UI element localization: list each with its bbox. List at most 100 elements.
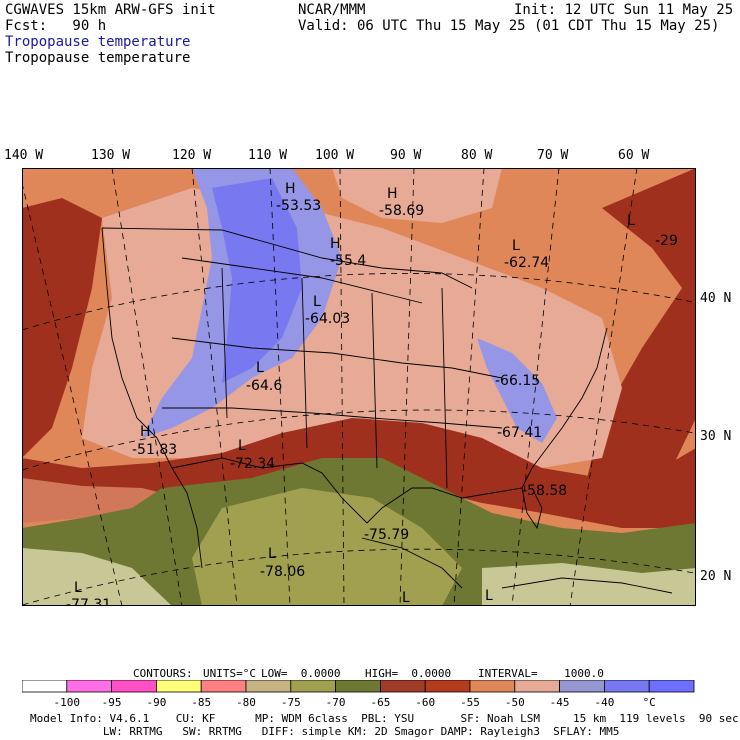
colorbar-swatch — [335, 680, 381, 693]
extremum-symbol: H — [140, 424, 151, 440]
lon-line — [511, 168, 560, 606]
lat-label: 30 N — [700, 429, 732, 444]
colorbar-tick-label: -90 — [146, 696, 166, 709]
colorbar-swatch — [424, 680, 471, 693]
west-coast — [101, 227, 203, 569]
extremum-value: -58.58 — [522, 483, 567, 499]
state-lines — [301, 277, 308, 449]
field-subtitle: Tropopause temperature — [5, 50, 191, 66]
state-lines — [162, 407, 503, 429]
colorbar-swatch — [469, 680, 516, 693]
colorbar-tick-label: -100 — [54, 696, 81, 709]
colorbar-swatch — [379, 680, 426, 693]
lon-line — [191, 168, 238, 606]
lon-label: 120 W — [172, 148, 212, 163]
units-label: UNITS=°C — [203, 667, 256, 680]
lon-label: 90 W — [390, 148, 422, 163]
field-red-south — [22, 418, 696, 528]
lon-line — [569, 168, 638, 606]
organization: NCAR/MMM — [298, 2, 366, 18]
colorbar: -100 -95 -90 -85 -80 -75 -70 -65 -60 -55 -50 -45 -40… — [22, 680, 695, 709]
lat-line — [22, 548, 696, 606]
colorbar-swatch — [514, 680, 560, 693]
colorbar-tick-label: -50 — [505, 696, 525, 709]
state-lines — [181, 257, 423, 304]
colorbar-tick-label: -85 — [191, 696, 211, 709]
extremum-value: -62.74 — [504, 255, 549, 271]
extremum-value: -78.06 — [260, 564, 305, 580]
extremum-symbol: L — [627, 213, 635, 229]
field-red-west — [22, 198, 102, 458]
state-lines — [371, 292, 378, 469]
colorbar-swatch — [66, 680, 112, 693]
boundaries — [101, 227, 673, 594]
extremum-value: -55.4 — [330, 253, 366, 269]
contours-label: CONTOURS: — [133, 667, 193, 680]
colorbar-swatch — [245, 680, 292, 693]
lon-label: 60 W — [618, 148, 650, 163]
extremum-value: -66.15 — [495, 373, 540, 389]
colorbar-swatch — [111, 680, 157, 693]
colorbar-tick-label: -95 — [102, 696, 122, 709]
lon-label: 110 W — [248, 148, 288, 163]
interval-label: INTERVAL= 1000.0 — [478, 667, 604, 680]
lon-line — [269, 168, 291, 606]
colorbar-swatch — [559, 680, 605, 693]
canada-border — [101, 227, 473, 289]
lon-line — [399, 168, 415, 606]
lon-label: 140 W — [4, 148, 44, 163]
extremum-symbol: L — [268, 546, 276, 562]
extremum-value: -64.6 — [246, 378, 282, 394]
extremum-symbol: H — [330, 236, 341, 252]
mexico-coast — [361, 537, 463, 589]
field-blue — [212, 178, 302, 383]
state-lines — [221, 267, 228, 419]
physics-info: LW: RRTMG SW: RRTMG DIFF: simple KM: 2D … — [30, 725, 620, 738]
init-time: Init: 12 UTC Sun 11 May 25 — [514, 2, 734, 18]
model-info: Model Info: V4.6.1 CU: KF MP: WDM 6class… — [30, 712, 739, 725]
florida — [521, 487, 543, 530]
colorbar-swatch — [155, 680, 202, 693]
high-label: HIGH= 0.0000 — [365, 667, 452, 680]
graticule — [22, 168, 696, 606]
lon-label: 100 W — [315, 148, 355, 163]
colorbar-tick-label: -60 — [415, 696, 435, 709]
colorbar-swatch — [22, 680, 68, 693]
state-lines — [171, 337, 503, 379]
colorbar-tick-label: -55 — [460, 696, 480, 709]
colorbar-tick-label: -65 — [370, 696, 390, 709]
extremum-value: -67.41 — [497, 425, 542, 441]
extremum-symbol: L — [512, 238, 520, 254]
lat-label: 20 N — [700, 569, 732, 584]
lon-label: 70 W — [537, 148, 569, 163]
extremum-symbol: H — [285, 181, 296, 197]
extremum-value: -29 — [655, 233, 678, 249]
field-olive-light — [192, 488, 462, 606]
extremum-symbol: L — [238, 438, 246, 454]
lon-line — [339, 168, 345, 606]
lat-line — [22, 409, 696, 471]
lon-line — [453, 168, 485, 606]
caribbean — [501, 577, 673, 594]
extrema-labels: H -53.53 H -58.69 H -55.4 L -62.74 L -29… — [66, 181, 678, 606]
extremum-value: -64.03 — [305, 311, 350, 327]
extremum-symbol: L — [256, 360, 264, 376]
colorbar-tick-label: -45 — [550, 696, 570, 709]
extremum-value: -72.34 — [230, 456, 275, 472]
state-lines — [441, 287, 448, 489]
lon-label: 130 W — [91, 148, 131, 163]
extremum-value: -75.79 — [364, 527, 409, 543]
field-pink-north — [332, 168, 502, 223]
extremum-value: -51.83 — [132, 442, 177, 458]
colorbar-swatch — [200, 680, 247, 693]
colorbar-tick-label: -80 — [236, 696, 256, 709]
extremum-value: -77.31 — [66, 597, 111, 606]
model-title: CGWAVES 15km ARW-GFS init — [5, 2, 216, 18]
lon-line — [111, 168, 183, 606]
field-tan-sw — [22, 548, 172, 606]
low-label: LOW= 0.0000 — [261, 667, 341, 680]
gulf-coast — [171, 327, 608, 524]
forecast-hour: Fcst: 90 h — [5, 18, 107, 34]
colorbar-tick-label: -75 — [281, 696, 301, 709]
extremum-symbol: L — [313, 294, 321, 310]
